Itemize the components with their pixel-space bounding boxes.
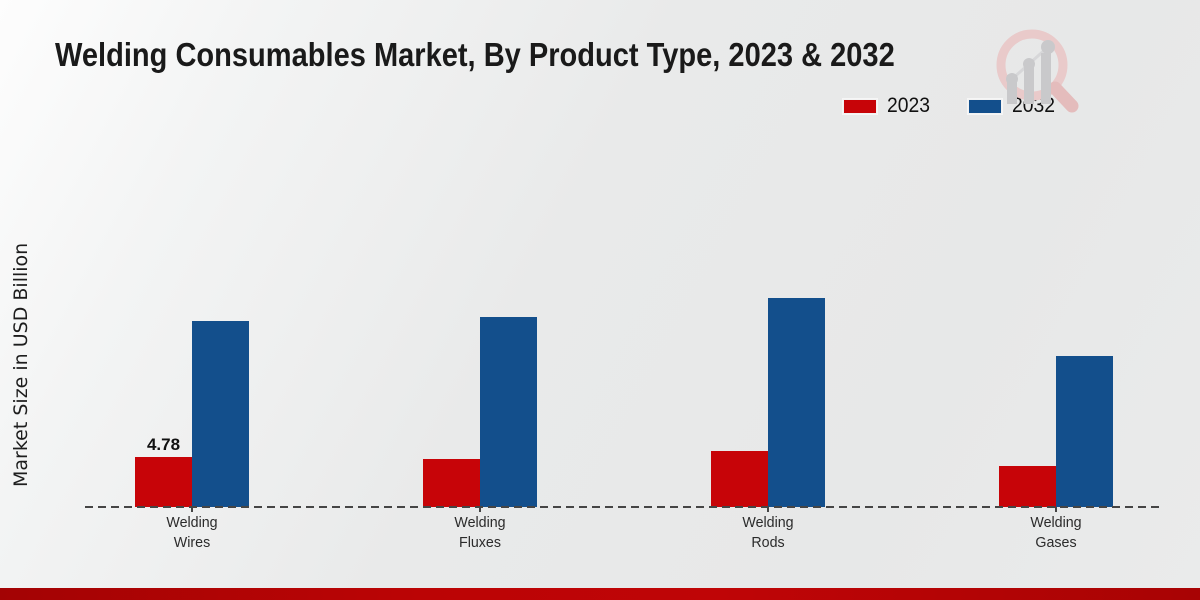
legend-label-2023: 2023 (887, 94, 930, 117)
bar-2023-welding-gases (999, 466, 1056, 507)
chart-title: Welding Consumables Market, By Product T… (55, 36, 895, 73)
x-axis-dashed-line (85, 506, 1163, 508)
legend-item-2023: 2023 (843, 94, 934, 118)
bar-2032-welding-gases (1056, 356, 1113, 507)
magnifier-growth-chart-logo-icon (996, 29, 1079, 113)
bar-2032-welding-wires (192, 321, 249, 507)
legend-swatch-2023 (843, 98, 877, 114)
bar-2032-welding-rods (768, 298, 825, 507)
x-axis-tick-welding-wires (191, 507, 193, 512)
category-label-welding-fluxes: Welding Fluxes (454, 514, 506, 551)
x-axis-tick-welding-fluxes (479, 507, 481, 512)
bar-2023-welding-rods (711, 451, 768, 507)
x-axis-tick-welding-rods (767, 507, 769, 512)
x-axis-tick-welding-gases (1055, 507, 1057, 512)
footer-accent-bar (0, 588, 1200, 600)
category-label-welding-wires: Welding Wires (166, 514, 218, 551)
bar-2023-welding-fluxes (423, 459, 480, 507)
category-label-welding-rods: Welding Rods (742, 514, 794, 551)
bar-2023-welding-wires (135, 457, 192, 507)
category-label-welding-gases: Welding Gases (1030, 514, 1082, 551)
value-label-2023-welding-wires: 4.78 (146, 435, 181, 454)
legend-swatch-2032 (967, 98, 1002, 114)
bar-2032-welding-fluxes (480, 317, 537, 507)
